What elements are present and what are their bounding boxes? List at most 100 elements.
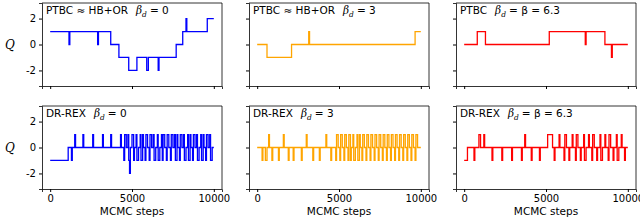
x-tick [50,86,51,89]
x-tick-label: 10000 [612,193,640,204]
x-tick-mark [257,86,258,89]
annotation-subscript: d [100,113,105,122]
x-tick [132,86,133,89]
x-tick: 5000 [534,189,559,204]
x-tick-mark [628,86,629,89]
x-tick: 0 [461,189,467,204]
y-tick [246,19,249,20]
frame [636,3,637,86]
series-line [464,32,628,58]
x-tick [546,86,547,89]
y-tick-mark [39,45,42,46]
plot-area [464,32,628,58]
y-axis-title: Q [5,141,15,155]
y-tick-label: -2 [26,65,36,76]
y-axis: -202 [26,4,42,87]
annotation-text: PTBC ≈ HB+OR [46,4,128,16]
x-tick-mark [132,189,133,192]
annotation-text: DR-REX [253,107,293,119]
y-tick-mark [246,45,249,46]
plot-area [257,135,421,161]
x-tick-mark [257,189,258,192]
plot-area [464,135,628,161]
frame [636,106,637,189]
x-tick: 0 [47,189,53,204]
y-tick [453,122,456,123]
x-tick-label: 10000 [198,193,230,204]
y-axis-line [246,107,250,190]
x-tick-mark [214,189,215,192]
x-tick-label: 5000 [534,193,559,204]
y-tick [453,45,456,46]
annotation-symbol: β [342,4,349,16]
y-tick-mark [246,70,249,71]
annotation-value: = 3 [315,107,334,119]
x-axis [43,86,223,89]
y-tick-mark [39,70,42,71]
y-tick [453,173,456,174]
annotation-subscript: d [307,113,312,122]
x-tick-label: 5000 [120,193,145,204]
x-axis: 0500010000 [250,189,438,204]
x-axis-title: MCMC steps [307,205,371,217]
plot-area [257,32,421,58]
y-tick-mark [453,70,456,71]
y-tick-label: 2 [30,13,36,24]
y-tick: 2 [30,116,42,127]
y-tick [453,148,456,149]
x-tick-mark [546,189,547,192]
x-axis-title: MCMC steps [514,205,578,217]
frame [429,3,430,86]
y-axis [246,4,250,87]
annotation: DR-REXβd= 3 [253,107,334,122]
panel: -202PTBC ≈ HB+ORβd= 0 [26,3,222,89]
annotation-subscript: d [142,10,147,19]
x-tick-mark [339,86,340,89]
x-tick [257,86,258,89]
annotation-text: DR-REX [460,107,500,119]
y-tick-mark [39,148,42,149]
annotation-text: DR-REX [46,107,86,119]
x-axis-line [43,87,223,90]
y-axis-line [39,107,43,190]
y-tick-label: -2 [26,168,36,179]
x-axis-line [457,190,637,193]
annotation-value: = 0 [150,4,169,16]
y-tick-mark [246,173,249,174]
y-tick [246,122,249,123]
y-tick-mark [246,122,249,123]
x-tick-label: 0 [47,193,53,204]
x-tick-mark [339,189,340,192]
y-axis: -202 [26,107,42,190]
y-tick [246,173,249,174]
y-axis-line [453,107,457,190]
annotation-symbol: β [507,107,514,119]
x-axis-line [250,190,430,193]
x-tick-mark [421,189,422,192]
y-tick [246,45,249,46]
x-tick-label: 0 [461,193,467,204]
figure: -202PTBC ≈ HB+ORβd= 0QPTBC ≈ HB+ORβd= 3P… [0,0,640,221]
annotation-value: = β = 6.3 [509,4,560,16]
x-tick-mark [50,189,51,192]
x-tick: 10000 [405,189,437,204]
y-tick: 2 [30,13,42,24]
annotation-subscript: d [514,113,519,122]
plot-area [50,135,214,174]
series-line [257,135,421,161]
x-axis: 0 5000 10000 [43,189,231,204]
annotation: PTBC ≈ HB+ORβd= 3 [253,4,376,19]
x-axis: 0 5000 10000 [457,189,640,204]
y-tick [453,70,456,71]
x-axis [457,86,637,89]
y-tick-mark [453,45,456,46]
series-line [50,19,214,71]
x-tick [214,86,215,89]
frame [429,106,430,189]
y-tick-mark [39,173,42,174]
y-tick [246,148,249,149]
x-tick-mark [546,86,547,89]
plot-area [50,19,214,71]
y-axis-line [453,4,457,87]
y-tick [453,19,456,20]
